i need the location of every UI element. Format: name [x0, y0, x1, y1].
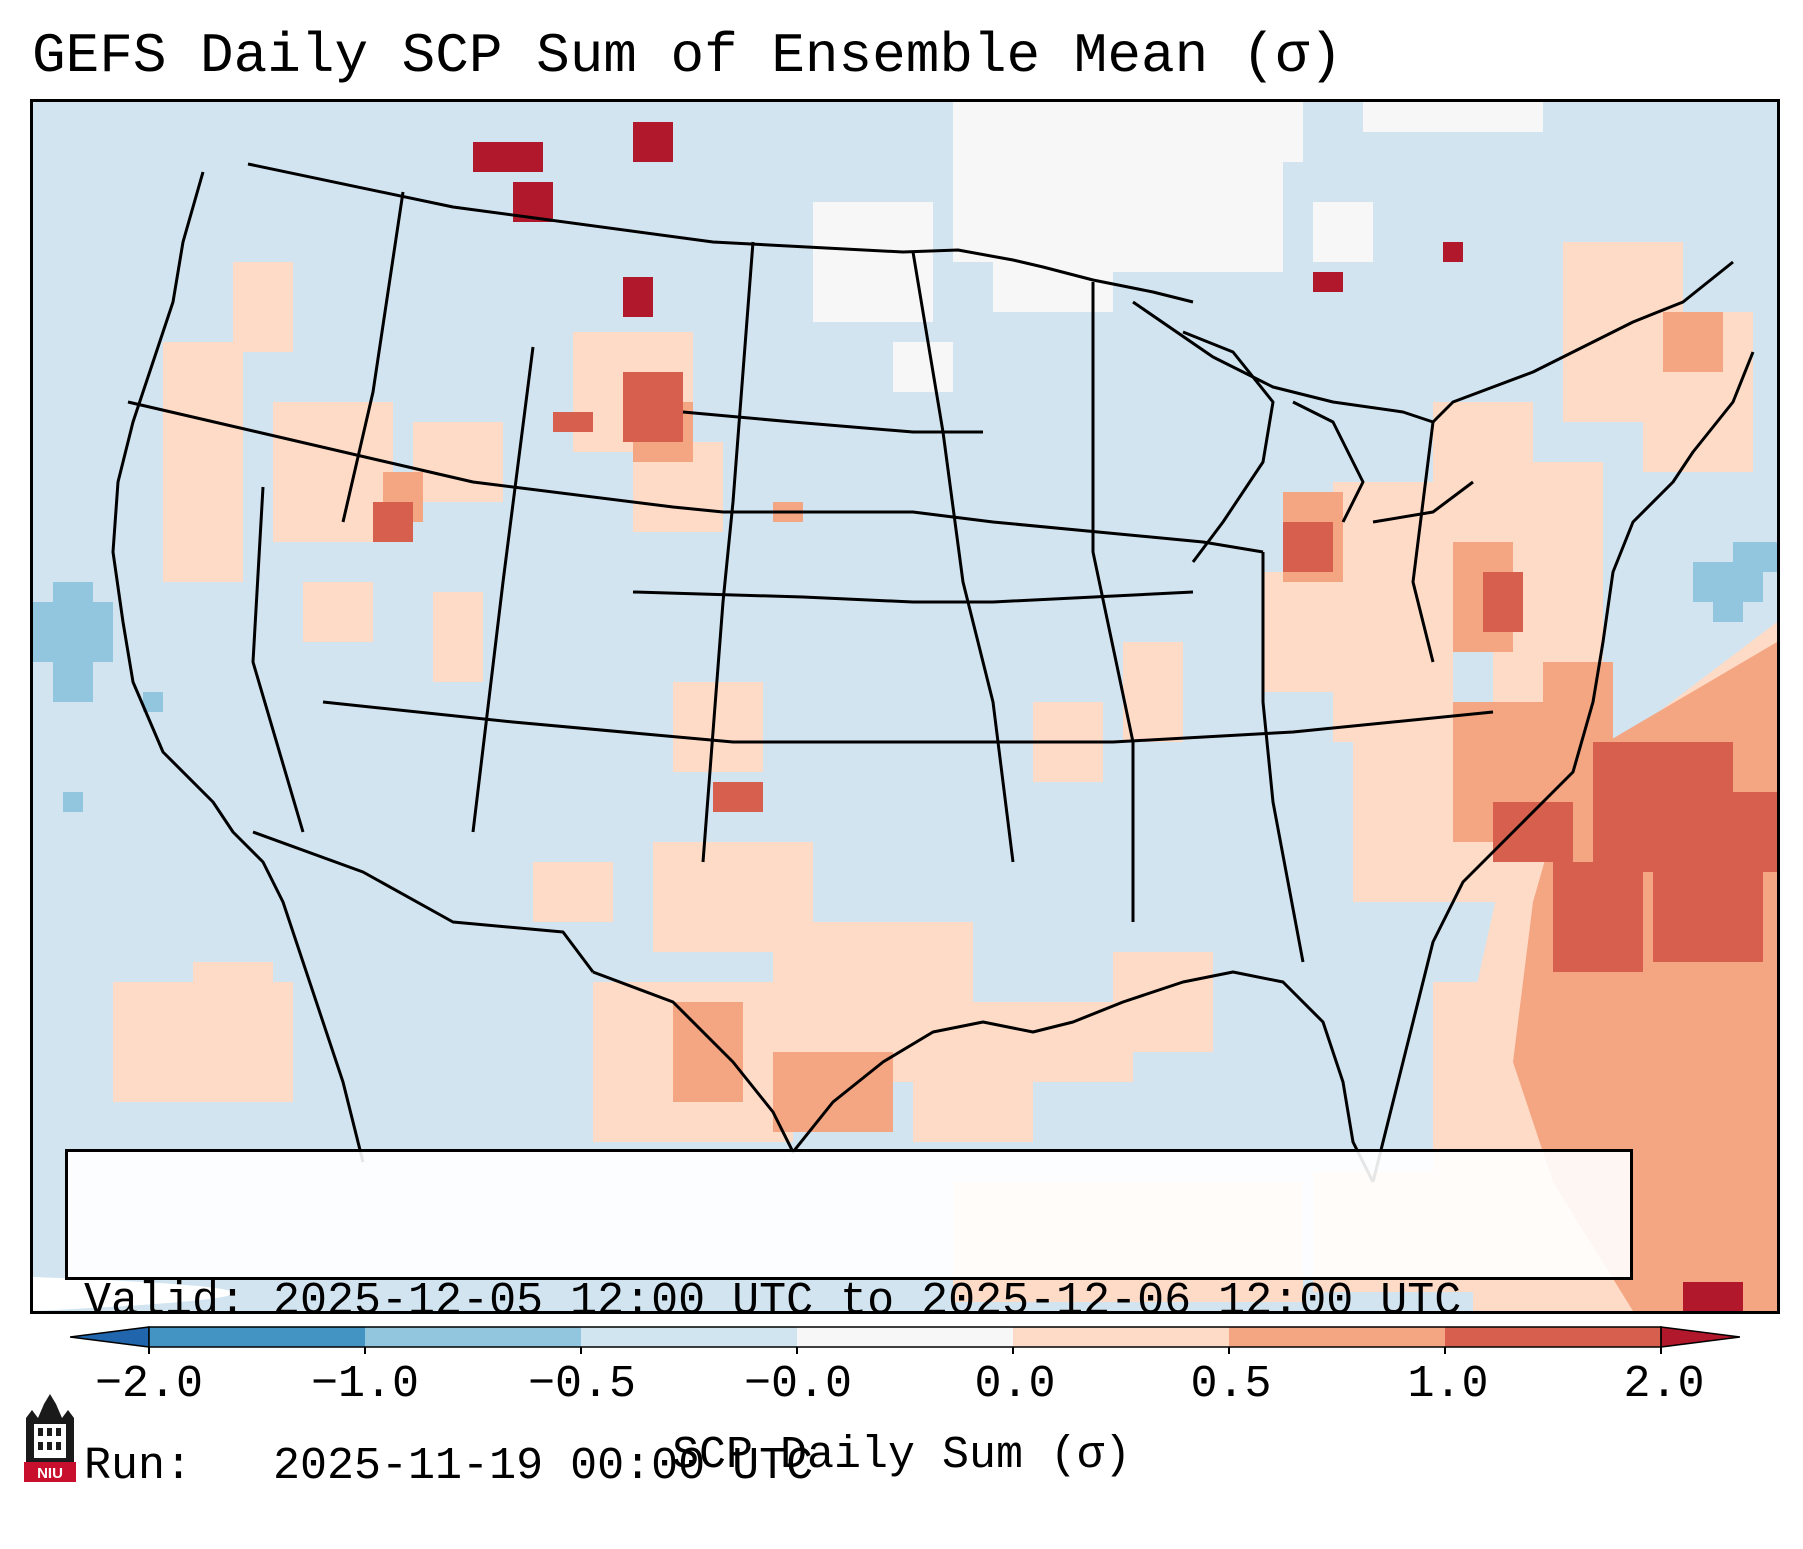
no-data-corner-left — [33, 1277, 233, 1311]
colorbar-label: SCP Daily Sum (σ) — [671, 1430, 1132, 1481]
colorbar-tick-label: 2.0 — [1623, 1359, 1705, 1410]
state-ns-4 — [682, 410, 983, 434]
colorbar-segment — [1229, 1327, 1446, 1347]
mexico-border — [252, 830, 595, 973]
niu-logo-icon: NIU — [24, 1394, 76, 1482]
colorbar-tick-label: −0.0 — [743, 1359, 853, 1410]
state-ns-1 — [127, 400, 1264, 554]
colorbar-segment — [581, 1327, 798, 1347]
colorbar-segment — [149, 1327, 366, 1347]
state-ew-7 — [341, 191, 405, 523]
chart-title: GEFS Daily SCP Sum of Ensemble Mean (σ) — [32, 24, 1343, 88]
east-coast — [1371, 351, 1755, 1183]
colorbar-segment — [797, 1327, 1014, 1347]
colorbar-segment — [1013, 1327, 1230, 1347]
state-ns-2 — [322, 700, 1494, 744]
state-ns-3 — [632, 590, 1194, 604]
state-ew-3 — [911, 251, 1015, 863]
boundaries — [111, 162, 1755, 1183]
colorbar-outline — [148, 1326, 1662, 1348]
canada-border-east — [1132, 260, 1734, 424]
gulf-coast — [592, 970, 1375, 1183]
near-zero-region — [813, 102, 1543, 392]
colorbar-tick-label: −0.5 — [527, 1359, 637, 1410]
anomaly-strong-positive — [373, 372, 1777, 972]
us-canada-border — [247, 162, 1194, 304]
colorbar-extend-high — [1660, 1326, 1740, 1348]
state-ew-5 — [1261, 552, 1305, 963]
colorbar-tick-label: 0.0 — [974, 1359, 1056, 1410]
colorbar-segment — [365, 1327, 582, 1347]
state-ew-1 — [471, 346, 535, 833]
anomaly-negative — [33, 542, 1777, 812]
colorbar-segment — [1445, 1327, 1662, 1347]
valid-time-text: Valid: 2025-12-05 12:00 UTC to 2025-12-0… — [84, 1276, 1462, 1327]
validity-info-box: Valid: 2025-12-05 12:00 UTC to 2025-12-0… — [65, 1149, 1633, 1492]
state-ew-4 — [1091, 282, 1135, 922]
colorbar-tick-label: 0.5 — [1190, 1359, 1272, 1410]
map-svg — [33, 102, 1777, 1311]
state-ew-6 — [1411, 421, 1435, 663]
run-time-text: Run: 2025-11-19 00:00 UTC — [84, 1441, 814, 1492]
map-panel — [30, 99, 1780, 1314]
great-lakes — [1182, 330, 1474, 563]
colorbar — [70, 1326, 1740, 1354]
state-ew-2 — [701, 241, 755, 863]
colorbar-tick-label: −1.0 — [310, 1359, 420, 1410]
state-ew-8 — [251, 486, 305, 833]
colorbar-extend-low — [70, 1326, 150, 1348]
anomaly-very-strong-positive — [473, 122, 1743, 1311]
svg-text:NIU: NIU — [37, 1465, 63, 1482]
west-coast — [111, 171, 365, 1163]
colorbar-tick-label: 1.0 — [1407, 1359, 1489, 1410]
colorbar-tick-label: −2.0 — [94, 1359, 204, 1410]
